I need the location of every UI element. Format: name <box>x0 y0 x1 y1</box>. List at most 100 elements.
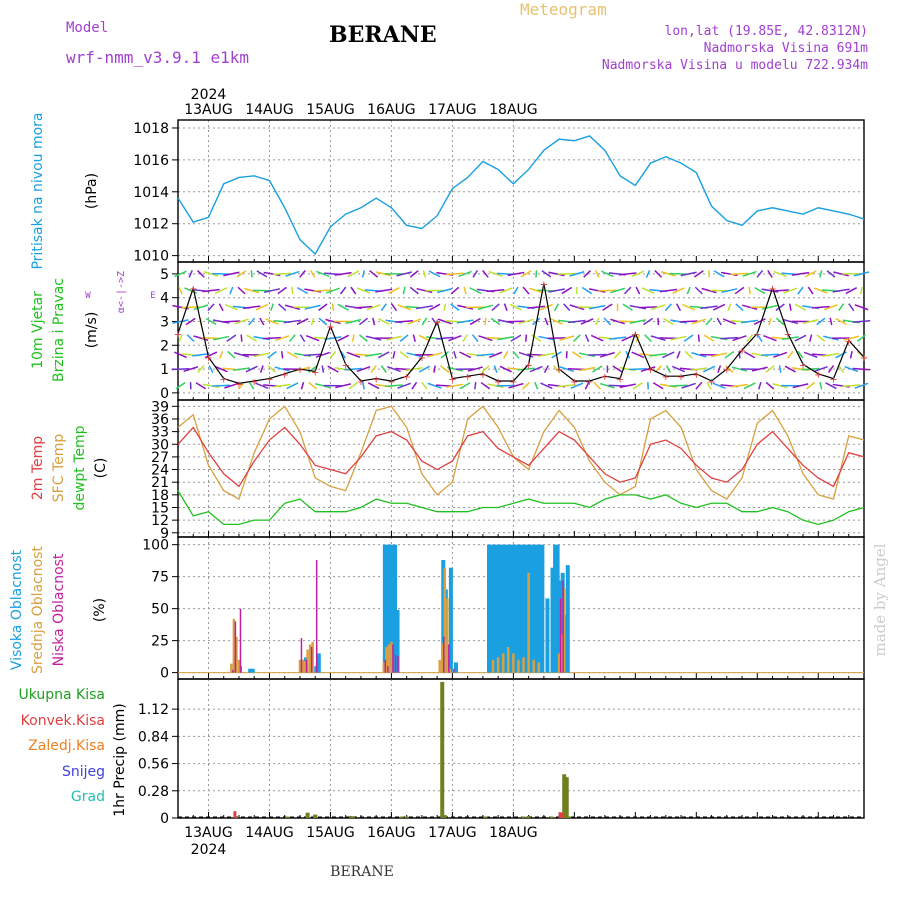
wind-barb-mark <box>375 271 392 277</box>
wind-barb-mark <box>703 334 715 342</box>
wind-barb-mark <box>835 351 847 359</box>
cloud-bar <box>316 653 321 673</box>
cloud-bar <box>397 655 399 673</box>
precip-bar <box>558 812 562 818</box>
wind-barb-mark <box>811 305 830 309</box>
wind-speed-point: + <box>570 377 578 388</box>
wind-barb-mark <box>337 303 349 311</box>
wind-barb-mark <box>471 334 479 343</box>
wind-barb-mark <box>852 367 871 371</box>
wind-barb-mark <box>416 287 433 294</box>
wind-barb-mark <box>518 351 534 358</box>
wind-speed-point: + <box>845 337 853 348</box>
wind-barb-mark <box>819 270 823 278</box>
wind-barb-mark <box>462 334 468 343</box>
cloud-ylabel-series: Niska Oblacnost <box>51 553 67 666</box>
wind-barb-mark <box>804 270 817 278</box>
wind-barb-mark <box>682 303 696 311</box>
wind-barb-mark <box>663 317 674 326</box>
wind-barb-mark <box>361 270 366 278</box>
wind-barb-mark <box>390 303 398 312</box>
x-date-top-label: 17AUG <box>428 102 477 118</box>
wind-barb-mark <box>278 303 287 312</box>
wind-speed-point: + <box>616 375 624 386</box>
wind-barb-mark <box>387 365 401 373</box>
wind-barb-mark <box>629 304 647 310</box>
x-date-top-label: 13AUG <box>184 102 233 118</box>
wind-barb-mark <box>852 320 871 323</box>
wind-barb-mark <box>593 381 601 390</box>
wind-barb-mark <box>547 337 566 340</box>
wind-barb-mark <box>672 287 685 294</box>
cloud-bar <box>489 544 494 673</box>
wind-barb-mark <box>794 334 807 342</box>
wind-barb-mark <box>782 318 799 325</box>
wind-barb-mark <box>365 352 383 357</box>
wind-barb-mark <box>244 287 260 294</box>
wind-barb-mark <box>428 270 441 278</box>
credit-label: made by Angel <box>871 543 889 656</box>
cloud-bar <box>453 662 458 673</box>
temp-ylabel-series: 2m Temp <box>30 436 46 500</box>
wind-speed-point: + <box>601 372 609 383</box>
cloud-bar <box>520 544 525 673</box>
cloud-bar <box>559 598 562 673</box>
wind-barb-mark <box>405 366 423 372</box>
cloud-bar <box>315 560 318 673</box>
wind-barb-mark <box>697 334 700 342</box>
wind-barb-mark <box>561 286 573 295</box>
wind-barb-mark <box>380 303 387 312</box>
footer-label: BERANE <box>330 864 394 880</box>
wind-barb-mark <box>476 353 495 357</box>
wind-barb-mark <box>535 270 538 278</box>
wind-barb-mark <box>458 270 472 278</box>
wind-compass-east: E <box>150 291 155 301</box>
wind-barb-mark <box>370 365 377 373</box>
cloud-bar <box>387 666 389 673</box>
wind-barb-mark <box>787 350 794 359</box>
y-tick-label: 12 <box>151 513 169 529</box>
wind-barb-mark <box>440 365 450 373</box>
wind-barb-mark <box>248 317 256 326</box>
cloud-bar <box>537 544 542 673</box>
cloud-bar <box>298 659 302 673</box>
wind-barb-mark <box>806 381 816 390</box>
wind-barb-mark <box>503 350 509 359</box>
wind-barb-mark <box>354 305 373 309</box>
wind-barb-mark <box>280 351 284 359</box>
cloud-bar <box>382 544 387 673</box>
temp-ylabel-series: dewpt Temp <box>72 425 88 510</box>
precip-bar <box>440 681 445 818</box>
wind-barb-mark <box>324 336 342 341</box>
wind-barb-mark <box>660 271 676 277</box>
wind-barb-mark <box>743 382 756 390</box>
cloud-bar <box>394 654 397 673</box>
wind-barb-mark <box>253 352 270 358</box>
wind-barb-mark <box>695 381 703 390</box>
wind-speed-point: + <box>174 329 182 340</box>
y-tick-label: 0 <box>160 811 169 827</box>
wind-barb-mark <box>463 286 467 295</box>
wind-barb-mark <box>329 350 337 359</box>
wind-barb-mark <box>510 334 522 342</box>
wind-barb-mark <box>702 365 716 373</box>
wind-speed-point: + <box>646 365 654 376</box>
wind-barb-mark <box>732 335 747 342</box>
wind-barb-mark <box>778 365 782 373</box>
wind-barb-mark <box>399 334 409 342</box>
wind-speed-point: + <box>631 329 639 340</box>
wind-barb-mark <box>270 303 274 312</box>
y-tick-label: 5 <box>160 267 169 283</box>
cloud-bar <box>442 636 445 673</box>
wind-barb-mark <box>849 351 853 359</box>
pressure-ylabel-main: Pritisak na nivou mora <box>30 112 46 269</box>
wind-barb-mark <box>273 383 291 388</box>
wind-barb-mark <box>188 270 193 278</box>
wind-barb-mark <box>296 286 309 295</box>
wind-barb-mark <box>823 335 839 341</box>
wind-barb-mark <box>497 319 514 324</box>
wind-speed-point: + <box>341 360 349 371</box>
wind-barb-mark <box>571 351 582 359</box>
wind-compass-axis: α<-|->Z <box>116 271 127 313</box>
wind-barb-mark <box>842 384 861 388</box>
